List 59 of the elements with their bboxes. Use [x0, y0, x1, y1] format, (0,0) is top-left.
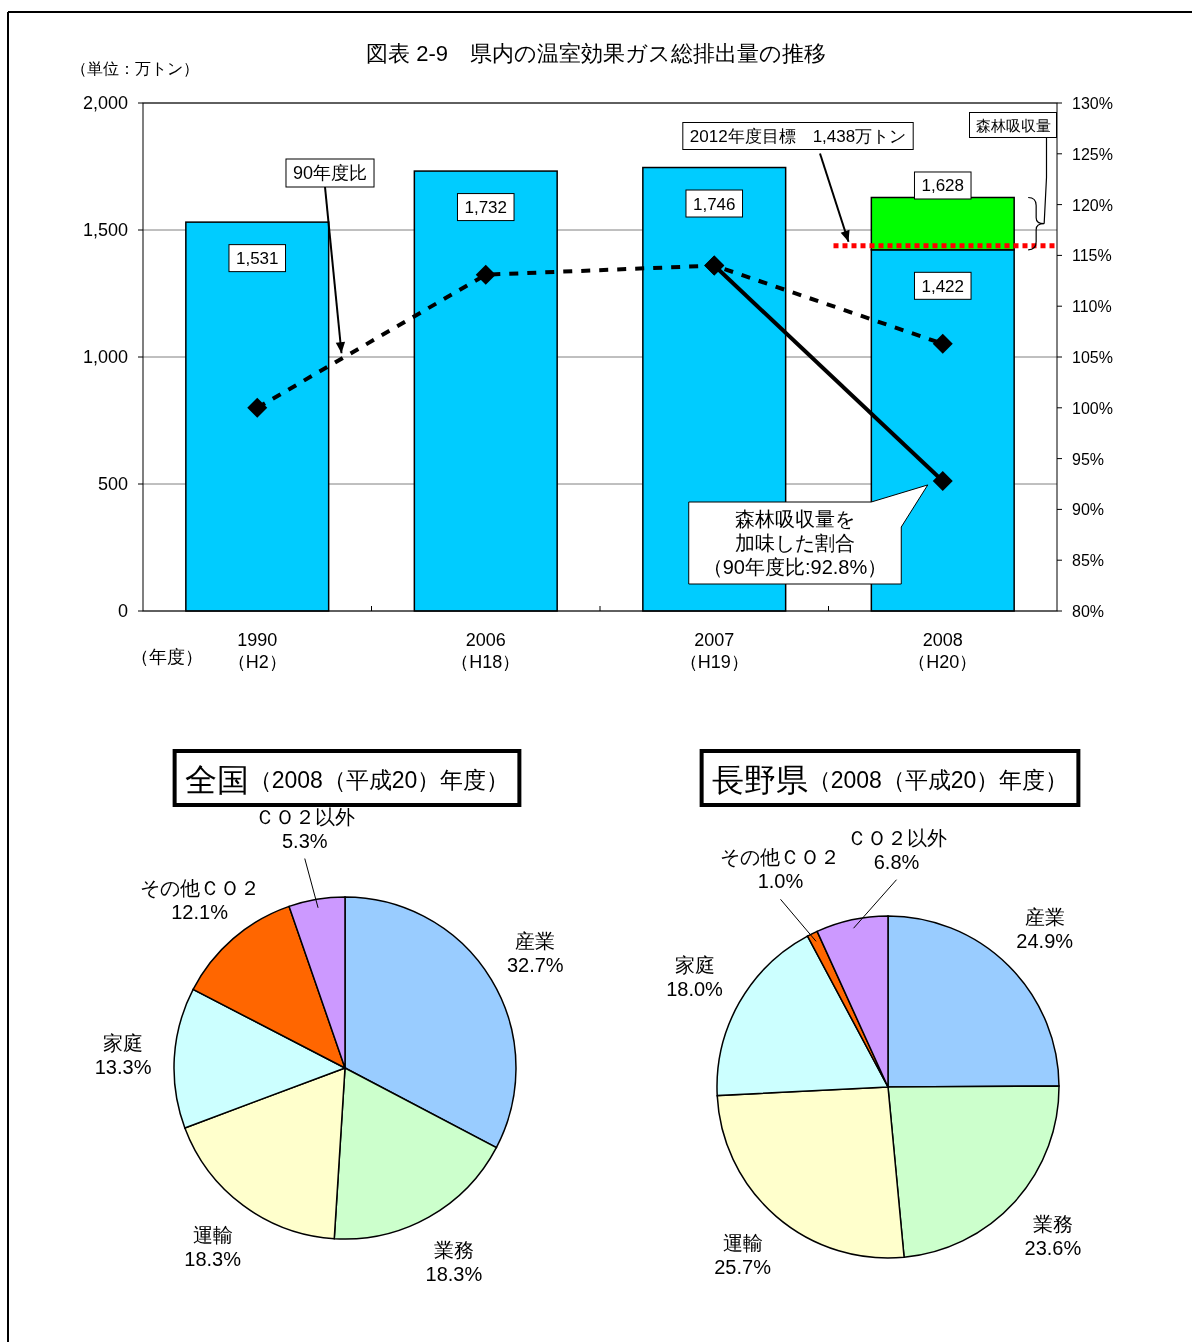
y2-tick-label: 100% [1072, 399, 1113, 417]
ref-line-label: 2012年度目標 1,438万トン [689, 126, 907, 146]
slice-label: 運輸 [722, 1232, 763, 1255]
data-label: 18.3% [425, 1262, 483, 1285]
y2-tick-label: 80% [1072, 602, 1105, 620]
data-label: 1,531 [235, 248, 279, 268]
y-tick-label: 1,000 [82, 347, 128, 367]
y2-tick-label: 110% [1072, 297, 1112, 315]
data-label: 6.8% [873, 850, 920, 873]
data-label: 24.9% [1016, 930, 1074, 953]
data-label: 1,422 [921, 276, 965, 296]
chart-title: 全国 [184, 762, 249, 798]
x-tick-label: 1990 （H2） [227, 630, 287, 672]
y2-tick-label: 85% [1072, 551, 1105, 569]
text: （年度） [131, 647, 203, 667]
slice-label: 家庭 [674, 954, 715, 977]
slice-label: 産業 [515, 930, 556, 953]
chart-title: 長野県 [711, 762, 808, 798]
y-tick-label: 500 [97, 474, 128, 494]
data-label: 13.3% [94, 1055, 152, 1078]
slice-label: ＣＯ２以外 [846, 826, 947, 849]
data-label: 32.7% [506, 954, 564, 977]
y2-tick-label: 115% [1072, 246, 1112, 264]
y2-tick-label: 105% [1072, 348, 1113, 366]
y2-tick-label: 120% [1072, 196, 1113, 214]
y2-tick-label: 90% [1072, 500, 1105, 518]
y-tick-label: 1,500 [82, 220, 128, 240]
data-label: 23.6% [1024, 1237, 1082, 1260]
total-label: 1,628 [921, 175, 965, 195]
x-tick-label: 2007 （H19） [679, 630, 749, 672]
y-tick-label: 0 [117, 601, 128, 621]
slice-label: 業務 [1032, 1213, 1073, 1236]
data-label: 18.0% [666, 978, 724, 1001]
slice-label: 産業 [1024, 906, 1065, 929]
x-tick-label: 2006 （H18） [451, 630, 521, 672]
chart-subtitle: （2008（平成20）年度） [807, 767, 1069, 793]
y-tick-label: 2,000 [82, 93, 128, 113]
slice-label: その他ＣＯ２ [139, 876, 260, 899]
text: 森林吸収量 [975, 116, 1051, 134]
x-tick-label: 2008 （H20） [908, 630, 978, 672]
data-label: 1,732 [464, 197, 508, 217]
slice-label: ＣＯ２以外 [254, 805, 355, 828]
chart-subtitle: （2008（平成20）年度） [248, 767, 510, 793]
text: 90年度比 [292, 163, 368, 183]
slice-label: 家庭 [103, 1031, 144, 1054]
chart-title: 図表 2-9 県内の温室効果ガス総排出量の推移 [366, 40, 826, 66]
slice-label: 業務 [433, 1238, 474, 1261]
data-label: 18.3% [184, 1247, 242, 1270]
text: （単位：万トン） [71, 59, 199, 77]
data-label: 5.3% [281, 829, 328, 852]
slice-label: 運輸 [192, 1223, 233, 1246]
y2-tick-label: 125% [1072, 145, 1113, 163]
slice-label: その他ＣＯ２ [720, 846, 841, 869]
data-label: 25.7% [714, 1256, 772, 1279]
data-label: 1.0% [757, 870, 804, 893]
y2-tick-label: 130% [1072, 94, 1113, 112]
y2-tick-label: 95% [1072, 450, 1105, 468]
data-label: 12.1% [171, 900, 229, 923]
data-label: 1,746 [692, 194, 736, 214]
